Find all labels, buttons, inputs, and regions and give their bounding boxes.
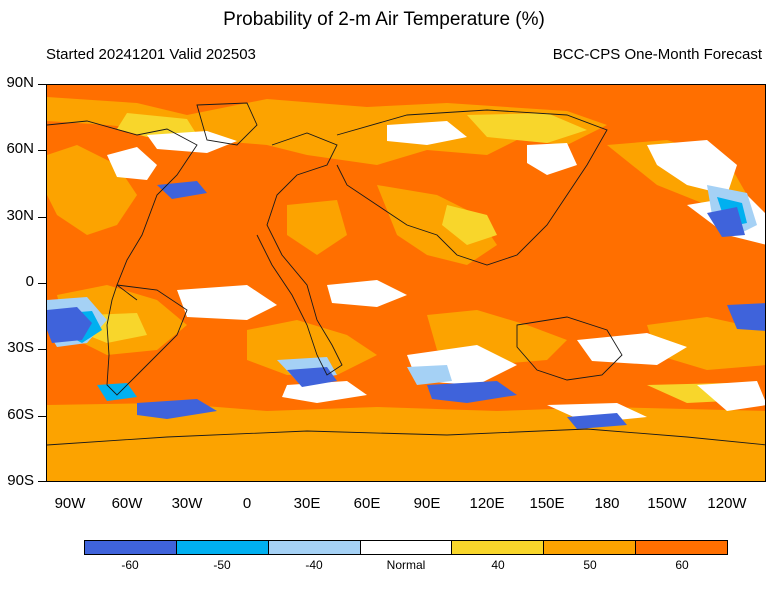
legend-swatch-50 [544,541,637,554]
forecast-source: BCC-CPS One-Month Forecast [552,46,762,63]
lon-label-60w: 60W [111,495,143,512]
legend-label-40: 40 [491,558,505,572]
lon-label-120e: 120E [469,495,505,512]
lon-label-0: 0 [242,495,252,512]
lon-label-60e: 60E [353,495,381,512]
lat-label-60n: 60N [6,140,34,157]
lat-label-90n: 90N [6,74,34,91]
forecast-dates: Started 20241201 Valid 202503 [46,46,256,63]
legend-swatch-minus40 [268,541,361,554]
lat-tick [38,349,46,350]
probability-map [46,84,766,482]
legend-label-minus50: -50 [213,558,231,572]
probability-minus60-regions [47,181,765,429]
lat-tick [38,416,46,417]
coastlines [47,102,765,446]
map-title: Probability of 2-m Air Temperature (%) [223,9,545,30]
legend-swatch-normal [360,541,453,554]
legend-label-minus60: -60 [121,558,139,572]
lat-tick [38,481,46,482]
forecast-map-graphic [47,97,765,481]
lat-tick [38,150,46,151]
legend-swatch-40 [452,541,545,554]
lon-label-180: 180 [594,495,620,512]
lon-label-150e: 150E [529,495,565,512]
legend-swatch-minus50 [176,541,269,554]
legend-label-normal: Normal [386,558,426,572]
color-legend [84,540,728,555]
legend-label-minus40: -40 [305,558,323,572]
lat-label-30n: 30N [6,207,34,224]
lon-label-90w: 90W [54,495,86,512]
lat-label-30s: 30S [7,339,34,356]
lat-label-60s: 60S [7,406,34,423]
lat-tick [38,84,46,85]
legend-label-60: 60 [675,558,689,572]
lon-label-90e: 90E [413,495,441,512]
lon-label-30w: 30W [171,495,203,512]
lat-label-90s: 90S [7,472,34,489]
lat-tick [38,283,46,284]
legend-swatch-minus60 [85,541,177,554]
legend-label-50: 50 [583,558,597,572]
legend-swatch-60 [636,541,728,554]
lon-label-30e: 30E [293,495,321,512]
lat-tick [38,217,46,218]
lon-label-150w: 150W [647,495,687,512]
lon-label-120w: 120W [707,495,747,512]
lat-label-equator: 0 [25,273,34,290]
